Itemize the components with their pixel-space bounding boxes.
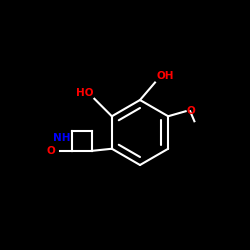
- Text: OH: OH: [156, 71, 174, 81]
- Text: NH: NH: [54, 132, 71, 142]
- Text: HO: HO: [76, 88, 93, 98]
- Text: O: O: [187, 106, 196, 116]
- Text: O: O: [46, 146, 55, 156]
